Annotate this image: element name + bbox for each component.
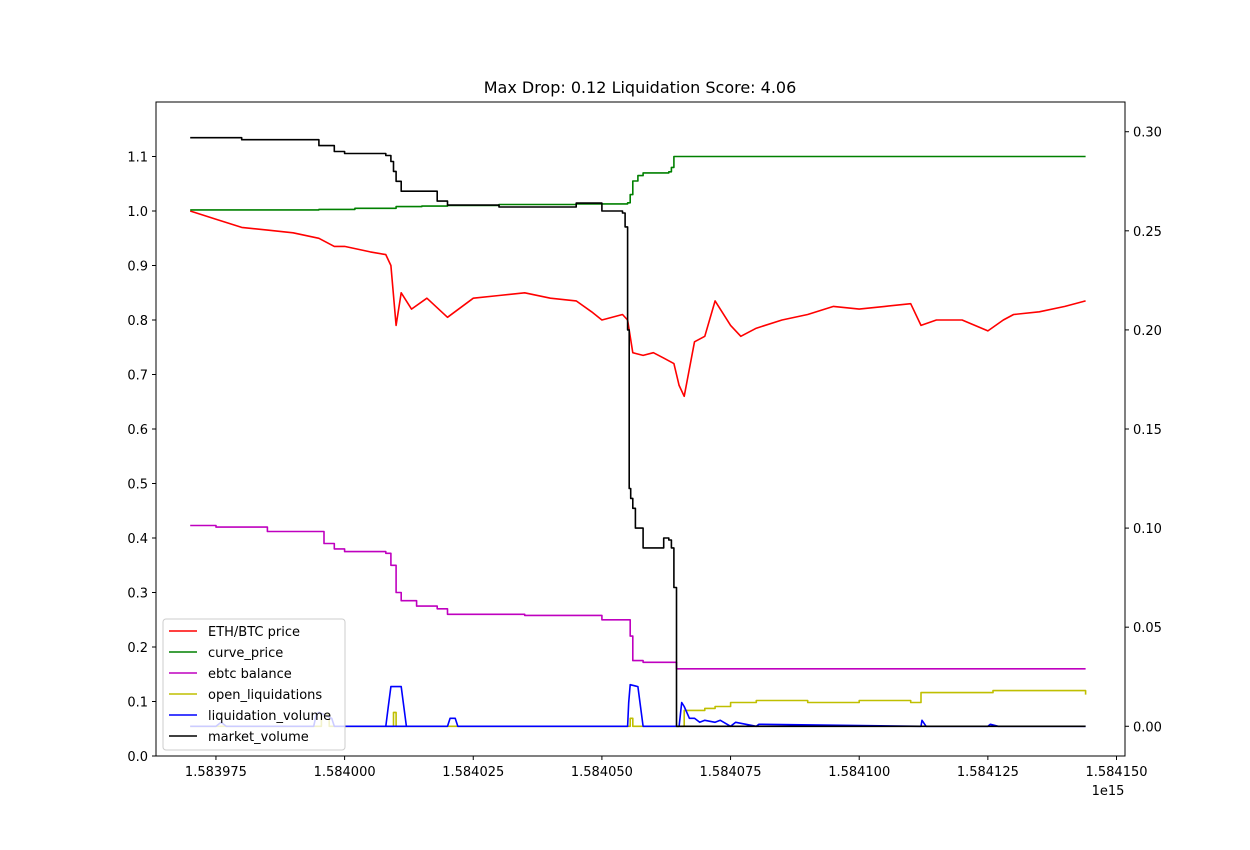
x-axis: 1.583975 1.584000 1.584025 1.584050 1.584075… bbox=[185, 756, 1148, 780]
y-right-tick-label: 0.20 bbox=[1133, 324, 1162, 339]
y-left-tick-label: 0.0 bbox=[127, 750, 148, 765]
x-tick-label: 1.584125 bbox=[957, 765, 1019, 780]
x-tick-label: 1.584025 bbox=[442, 765, 504, 780]
y-left-tick-label: 0.5 bbox=[127, 478, 148, 493]
y-axis-left: 0.0 0.1 0.2 0.3 0.4 0.5 0.6 0.7 0.8 0.9 1.0 1.1 bbox=[127, 151, 156, 765]
x-tick-label: 1.584000 bbox=[314, 765, 376, 780]
y-right-tick-label: 0.00 bbox=[1133, 720, 1162, 735]
y-left-tick-label: 0.1 bbox=[127, 696, 148, 711]
x-tick-label: 1.583975 bbox=[185, 765, 247, 780]
y-right-tick-label: 0.05 bbox=[1133, 621, 1162, 636]
series-ebtc-balance bbox=[190, 524, 1086, 670]
legend-label: ETH/BTC price bbox=[208, 625, 300, 640]
y-left-tick-label: 0.2 bbox=[127, 641, 148, 656]
x-tick-label: 1.584150 bbox=[1085, 765, 1147, 780]
series-market-volume bbox=[190, 136, 1086, 728]
y-axis-right: 0.00 0.05 0.10 0.15 0.20 0.25 0.30 bbox=[1125, 126, 1162, 735]
y-right-tick-label: 0.30 bbox=[1133, 126, 1162, 141]
legend-label: open_liquidations bbox=[208, 688, 322, 703]
y-left-tick-label: 0.4 bbox=[127, 532, 148, 547]
x-tick-label: 1.584100 bbox=[828, 765, 890, 780]
legend-label: market_volume bbox=[208, 730, 309, 745]
legend-label: curve_price bbox=[208, 646, 283, 661]
y-left-tick-label: 0.8 bbox=[127, 314, 148, 329]
y-left-tick-label: 0.9 bbox=[127, 260, 148, 275]
y-right-tick-label: 0.15 bbox=[1133, 423, 1162, 438]
legend-box bbox=[162, 618, 346, 751]
legend-label: ebtc balance bbox=[208, 667, 292, 682]
series-curve-price bbox=[190, 155, 1086, 211]
y-left-tick-label: 1.1 bbox=[127, 151, 148, 166]
y-left-tick-label: 0.6 bbox=[127, 423, 148, 438]
y-right-tick-label: 0.10 bbox=[1133, 522, 1162, 537]
x-offset-label: 1e15 bbox=[1092, 784, 1125, 799]
series-eth-btc-price bbox=[189, 210, 1086, 398]
y-left-tick-label: 1.0 bbox=[127, 205, 148, 220]
x-tick-label: 1.584075 bbox=[700, 765, 762, 780]
x-tick-label: 1.584050 bbox=[571, 765, 633, 780]
y-left-tick-label: 0.3 bbox=[127, 587, 148, 602]
y-left-tick-label: 0.7 bbox=[127, 369, 148, 384]
chart-title: Max Drop: 0.12 Liquidation Score: 4.06 bbox=[484, 78, 797, 97]
legend-label: liquidation_volume bbox=[208, 709, 331, 724]
y-right-tick-label: 0.25 bbox=[1133, 225, 1162, 240]
